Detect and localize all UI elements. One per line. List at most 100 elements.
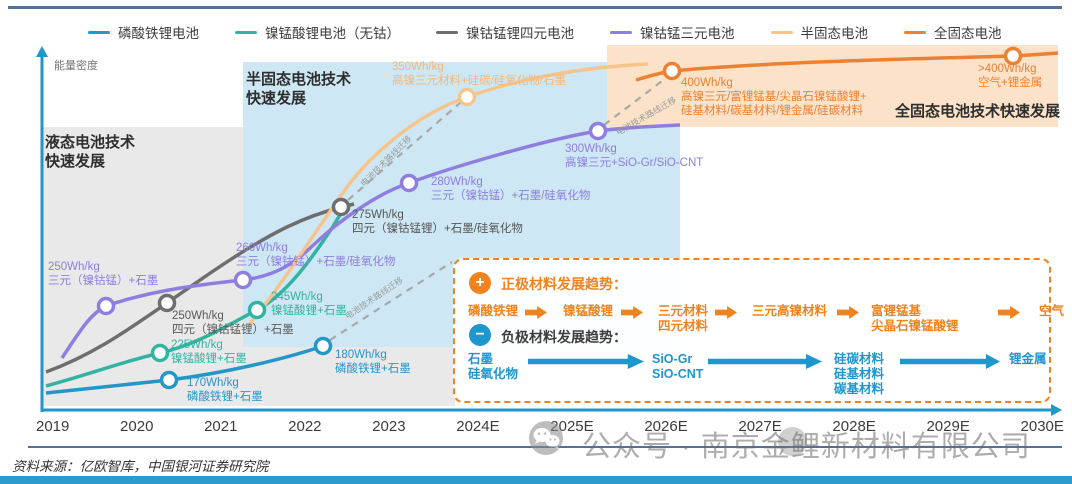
anode-item-line: 硅氧化物 — [468, 367, 519, 381]
point-label-11: 400Wh/kg 高镍三元/富锂锰基/尖晶石镍锰酸锂+ 硅基材料/碳基材料/锂金属/… — [681, 76, 867, 118]
chart-legend: 磷酸铁锂电池 镍锰酸锂电池（无钴） 镍钴锰锂四元电池 镍钴锰三元电池 半固态电池 全固态电… — [88, 22, 1002, 42]
anode-trend-heading: 负极材料发展趋势： — [501, 329, 627, 345]
point-label-6: 180Wh/kg 磷酸铁锂+石墨 — [335, 348, 411, 376]
legend-item-2: 镍钴锰锂四元电池 — [436, 22, 574, 42]
trend-arrow-icon — [900, 354, 1000, 369]
x-tick-2023: 2023 — [372, 418, 406, 435]
source-note: 资料来源：亿欧智库，中国银河证券研究院 — [12, 459, 269, 474]
point-label-line: 225Wh/kg — [171, 339, 223, 351]
anode-item-3: 锂金属 — [1009, 352, 1047, 367]
point-label-line: 300Wh/kg — [565, 143, 617, 155]
trend-arrow-icon — [528, 354, 644, 369]
semi-solid-curve — [246, 62, 649, 328]
cathode-item-line: 尖晶石镍锰酸锂 — [871, 319, 959, 333]
cathode-item-line: 富锂锰基 — [871, 304, 922, 318]
legend-item-4: 半固态电池 — [770, 22, 869, 42]
region-title-line: 液态电池技术 — [45, 134, 136, 151]
point-label-2: 250Wh/kg 四元（镍钴锰锂）+石墨 — [172, 309, 294, 337]
migration-dashed-lines — [329, 77, 667, 341]
legend-label: 全固态电池 — [934, 26, 1002, 41]
anode-item-line: 硅碳材料 — [834, 352, 885, 366]
region-title-line: 快速发展 — [246, 90, 307, 107]
legend-dash-icon — [770, 30, 793, 34]
y-axis-arrow-icon — [36, 46, 48, 57]
x-tick-2027E: 2027E — [738, 418, 782, 435]
anode-item-line: 石墨 — [468, 352, 494, 366]
point-label-8: 280Wh/kg 三元（镍钴锰）+石墨/硅氧化物 — [431, 175, 590, 203]
cathode-trend-heading: 正极材料发展趋势： — [501, 276, 627, 292]
cathode-item-line: 空气 — [1039, 304, 1065, 318]
legend-dash-icon — [88, 30, 110, 34]
point-label-line: 280Wh/kg — [431, 176, 483, 188]
x-tick-2019: 2019 — [36, 418, 70, 435]
point-label-line: 260Wh/kg — [236, 242, 288, 254]
x-tick-2026E: 2026E — [644, 418, 688, 435]
legend-dash-icon — [235, 30, 257, 34]
point-label-line: 空气+锂金属 — [978, 77, 1043, 89]
y-axis-label: 能量密度 — [54, 60, 98, 72]
legend-label: 镍钴锰锂四元电池 — [466, 26, 574, 41]
point-label-line: 180Wh/kg — [335, 349, 387, 361]
cathode-item-line: 三元材料 — [658, 304, 709, 318]
x-tick-2024E: 2024E — [456, 418, 500, 435]
point-label-line: 硅基材料/碳基材料/锂金属/硅碳材料 — [681, 105, 864, 117]
point-label-1: 260Wh/kg 三元（镍钴锰）+石墨/硅氧化物 — [236, 241, 395, 269]
point-label-line: 三元（镍钴锰）+石墨 — [48, 275, 159, 287]
anode-item-line: 锂金属 — [1009, 352, 1047, 366]
point-label-line: 镍锰酸锂+石墨 — [271, 305, 347, 317]
legend-dash-icon — [436, 30, 458, 34]
point-label-line: 170Wh/kg — [187, 377, 239, 389]
point-label-line: >400Wh/kg — [978, 63, 1037, 75]
anode-item-0: 石墨 硅氧化物 — [468, 352, 518, 382]
point-label-line: 四元（镍钴锰锂）+石墨/硅氧化物 — [352, 223, 523, 235]
anode-item-line: SiO-CNT — [652, 367, 704, 381]
data-point-markers — [96, 46, 1023, 390]
anode-item-line: 硅基材料 — [834, 367, 885, 381]
cathode-item-4: 富锂锰基 尖晶石镍锰酸锂 — [871, 304, 959, 334]
legend-label: 半固态电池 — [800, 26, 869, 41]
x-tick-2022: 2022 — [288, 418, 322, 435]
region-title-solid: 全固态电池技术快速发展 — [895, 102, 1060, 121]
top-border-line — [8, 6, 1062, 9]
legend-label: 磷酸铁锂电池 — [118, 26, 199, 41]
wechat-icon — [529, 421, 563, 455]
all-solid-curve — [635, 51, 1059, 82]
material-trend-box: + 正极材料发展趋势： 磷酸铁锂 镍锰酸锂 三元材料 四元材料 三元高镍材料 富锂锰基 尖晶… — [453, 258, 1064, 403]
minus-icon: − — [469, 324, 491, 346]
point-label-line: 250Wh/kg — [48, 261, 100, 273]
trend-arrow-icon — [998, 306, 1020, 319]
anode-item-line: 碳基材料 — [834, 382, 885, 396]
point-label-line: 四元（镍钴锰锂）+石墨 — [172, 324, 294, 336]
point-label-3: 245Wh/kg 镍锰酸锂+石墨 — [271, 290, 347, 318]
legend-item-3: 镍钴锰三元电池 — [610, 22, 735, 42]
cathode-item-1: 镍锰酸锂 — [563, 304, 613, 319]
legend-dash-icon — [610, 30, 632, 34]
anode-item-2: 硅碳材料 硅基材料 碳基材料 — [834, 352, 884, 397]
legend-label: 镍钴锰三元电池 — [640, 26, 735, 41]
x-tick-2021: 2021 — [204, 418, 238, 435]
quaternary-curve — [45, 202, 355, 374]
point-label-line: 三元（镍钴锰）+石墨/硅氧化物 — [236, 256, 396, 268]
point-label-line: 高镍三元/富锂锰基/尖晶石镍锰酸锂+ — [681, 91, 867, 103]
trend-arrow-icon — [525, 306, 547, 319]
point-label-5: 170Wh/kg 磷酸铁锂+石墨 — [187, 376, 263, 404]
cathode-item-line: 镍锰酸锂 — [563, 304, 614, 318]
legend-dash-icon — [904, 30, 926, 34]
watermark-blob-icon — [778, 427, 807, 456]
point-label-line: 磷酸铁锂+石墨 — [335, 363, 411, 375]
point-label-9: 300Wh/kg 高镍三元+SiO-Gr/SiO-CNT — [565, 142, 703, 170]
point-label-12: >400Wh/kg 空气+锂金属 — [978, 62, 1042, 90]
point-label-line: 350Wh/kg — [392, 61, 444, 73]
anode-item-1: SiO-Gr SiO-CNT — [652, 352, 703, 382]
cathode-item-line: 四元材料 — [658, 319, 709, 333]
point-label-line: 高镍三元材料+硅碳/硅氧化物/石墨 — [392, 75, 567, 87]
plus-icon: + — [469, 272, 491, 294]
region-title-line: 快速发展 — [45, 153, 106, 170]
cathode-item-2: 三元材料 四元材料 — [658, 304, 708, 334]
trend-arrow-icon — [708, 354, 822, 369]
point-label-7: 275Wh/kg 四元（镍钴锰锂）+石墨/硅氧化物 — [352, 208, 523, 236]
cathode-item-line: 三元高镍材料 — [752, 304, 828, 318]
legend-item-0: 磷酸铁锂电池 — [88, 22, 199, 42]
cathode-item-0: 磷酸铁锂 — [468, 304, 518, 319]
